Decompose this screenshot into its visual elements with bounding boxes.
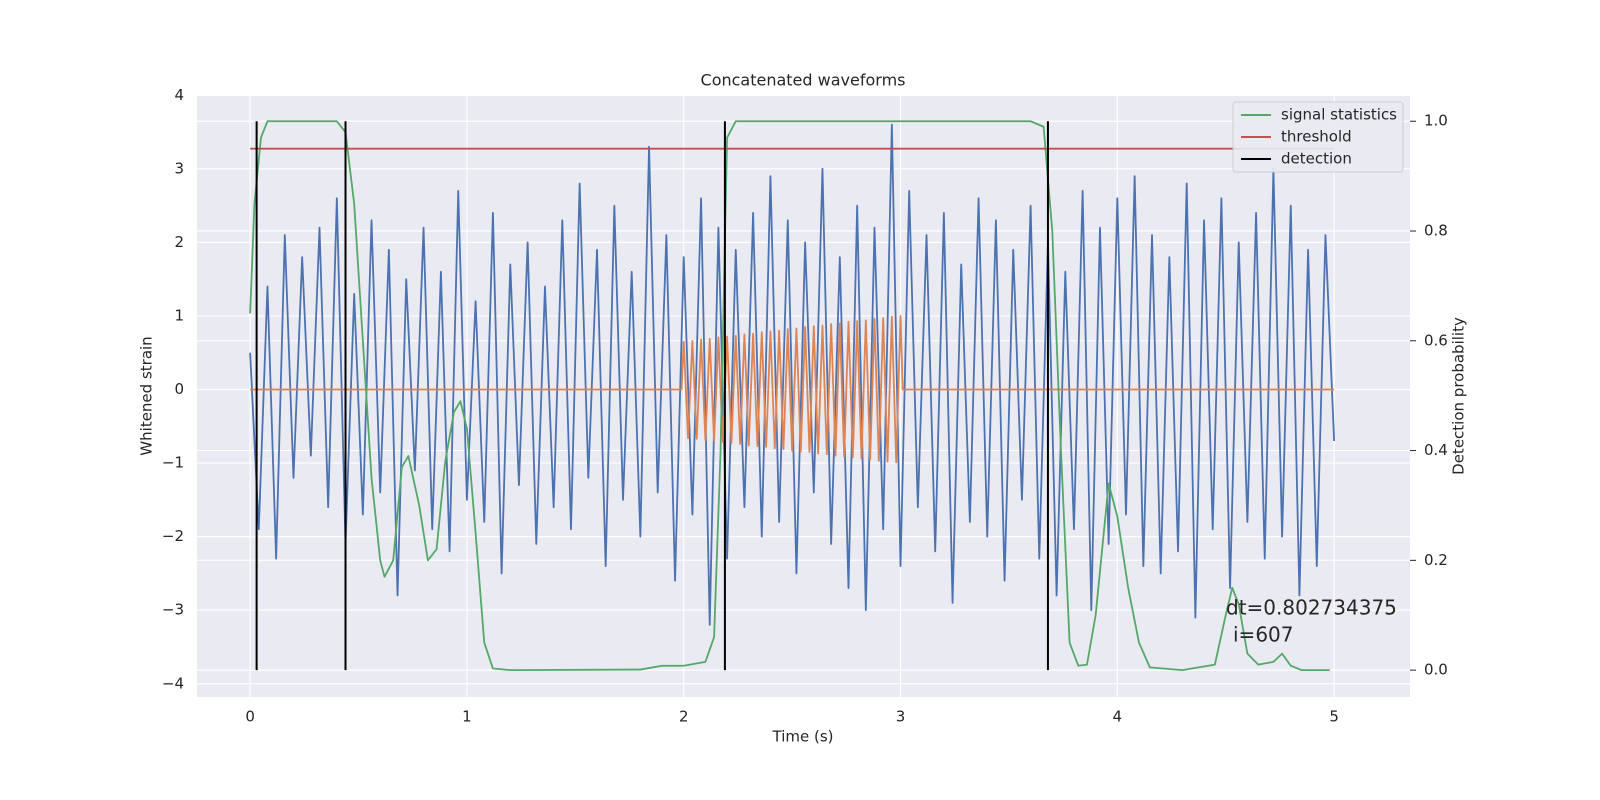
x-axis-label: Time (s)	[772, 728, 834, 746]
x-tick-label: 5	[1329, 708, 1339, 726]
annotation: dt=0.802734375	[1226, 596, 1397, 620]
legend-label: threshold	[1281, 128, 1352, 146]
y2-tick-label: 0.2	[1424, 551, 1448, 569]
y-tick-label: 4	[174, 86, 184, 104]
x-tick-label: 1	[462, 708, 472, 726]
y2-tick-label: 0.0	[1424, 661, 1448, 679]
y-tick-label: 3	[174, 159, 184, 177]
legend-box	[1232, 101, 1404, 173]
y-tick-label: 2	[174, 233, 184, 251]
y-tick-label: −4	[162, 674, 184, 692]
y2-tick-label: 1.0	[1424, 112, 1448, 130]
y2-tick-label: 0.6	[1424, 331, 1448, 349]
series-line	[249, 123, 1336, 626]
legend-label: detection	[1281, 150, 1352, 168]
chart-title: Concatenated waveforms	[701, 71, 906, 90]
y-tick-label: 0	[174, 380, 184, 398]
legend-label: signal statistics	[1281, 106, 1397, 124]
y-axis-label: Whitened strain	[138, 336, 156, 455]
y2-tick-label: 0.4	[1424, 441, 1448, 459]
x-tick-label: 3	[896, 708, 906, 726]
y-tick-label: 1	[174, 306, 184, 324]
y2-axis-label: Detection probability	[1450, 317, 1468, 475]
y-tick-label: −1	[162, 454, 184, 472]
series-line	[250, 315, 1335, 464]
legend: signal statistics threshold detection	[1232, 101, 1404, 173]
x-tick-label: 4	[1113, 708, 1123, 726]
y-tick-label: −2	[162, 527, 184, 545]
annotation: i=607	[1233, 623, 1294, 647]
series-line	[249, 120, 1330, 672]
marks	[249, 120, 1336, 672]
x-tick-label: 2	[679, 708, 689, 726]
y2-tick-label: 0.8	[1424, 222, 1448, 240]
x-tick-label: 0	[245, 708, 255, 726]
y-tick-label: −3	[162, 601, 184, 619]
